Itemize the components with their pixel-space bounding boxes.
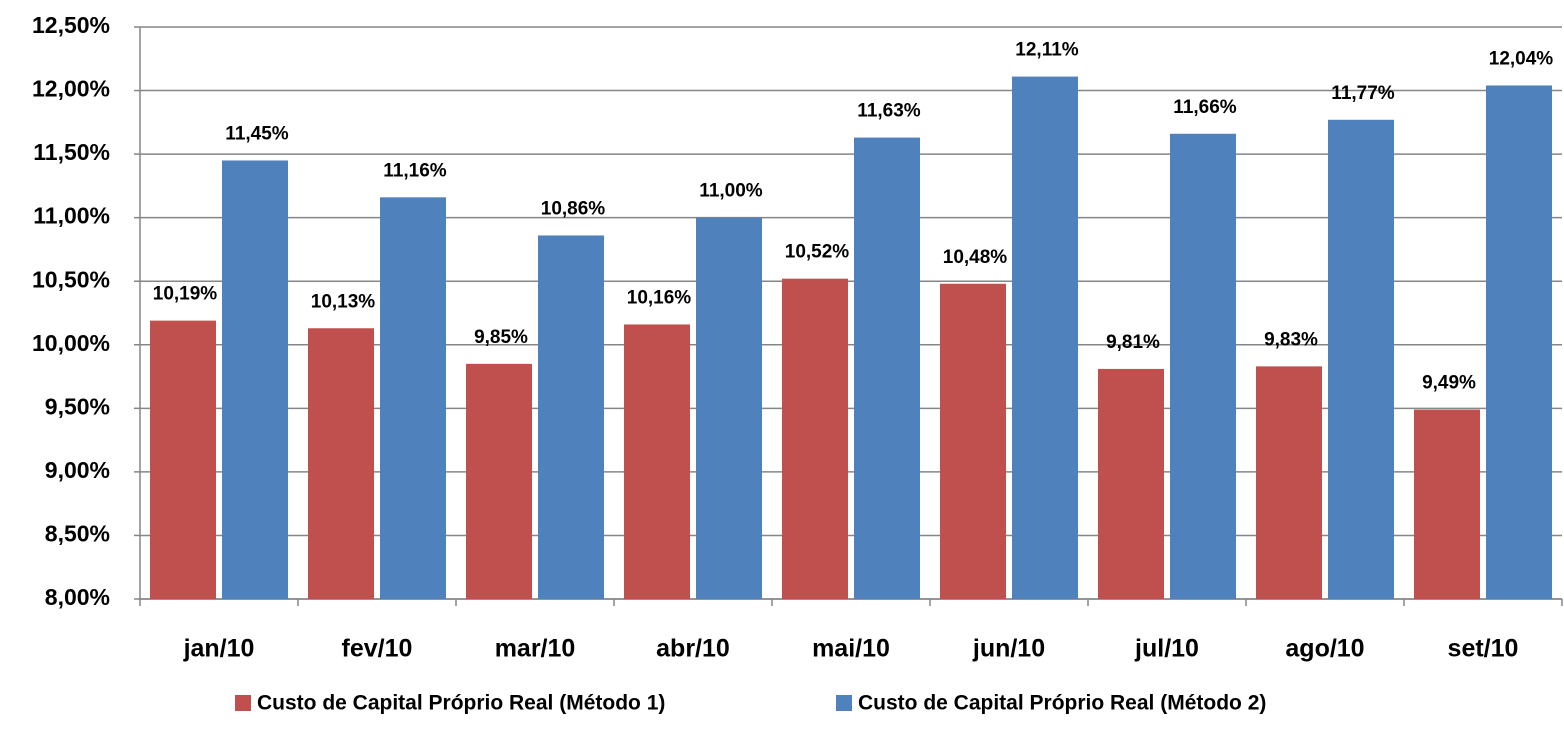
value-label: 11,77% [1331,83,1394,104]
value-label: 9,85% [474,327,528,348]
y-tick-label: 9,00% [45,457,110,483]
bar [1256,366,1322,599]
bar [380,197,446,599]
bar [538,235,604,599]
bar [1414,409,1480,599]
legend-swatch [235,695,251,711]
legend-label: Custo de Capital Próprio Real (Método 2) [858,692,1266,715]
value-label: 9,83% [1264,329,1318,350]
value-label: 10,86% [541,198,606,219]
value-label: 11,00% [699,181,762,202]
value-label: 12,04% [1489,48,1554,69]
x-tick-label: fev/10 [342,635,413,663]
bar [308,328,374,599]
bar [1486,85,1552,599]
value-label: 9,49% [1422,373,1476,394]
value-label: 11,45% [225,123,288,144]
value-label: 11,66% [1173,97,1236,118]
x-tick-label: jul/10 [1134,635,1199,663]
bar [1328,119,1394,600]
x-tick-label: ago/10 [1285,635,1364,663]
bar [696,217,762,599]
x-tick-label: mai/10 [812,635,890,663]
legend-swatch [836,695,852,711]
value-label: 10,16% [627,287,692,308]
value-label: 10,52% [785,242,850,263]
y-tick-label: 8,50% [45,521,110,547]
y-tick-label: 10,50% [32,266,110,292]
bar [466,363,532,599]
value-label: 10,48% [943,247,1008,268]
value-label: 12,11% [1015,40,1078,61]
bar [222,160,288,599]
value-label: 9,81% [1106,332,1160,353]
bar [854,137,920,599]
y-tick-label: 11,50% [33,139,110,165]
y-tick-label: 8,00% [45,584,110,610]
value-label: 10,13% [311,291,376,312]
y-tick-label: 12,00% [32,76,110,102]
value-label: 11,16% [383,160,446,181]
y-tick-label: 9,50% [45,393,110,419]
bar [1098,368,1164,599]
bar [940,283,1006,599]
y-tick-label: 11,00% [33,203,110,229]
legend-label: Custo de Capital Próprio Real (Método 1) [257,692,665,715]
bar [782,278,848,599]
value-label: 10,19% [153,284,218,305]
x-tick-label: set/10 [1448,635,1519,663]
bar [150,320,216,599]
x-tick-label: abr/10 [656,635,730,663]
y-tick-label: 10,00% [32,330,110,356]
bar [1170,133,1236,600]
x-tick-label: mar/10 [495,635,576,663]
value-label: 11,63% [857,101,920,122]
bar [624,324,690,599]
y-tick-label: 12,50% [32,12,110,38]
x-tick-label: jun/10 [972,635,1045,663]
x-tick-label: jan/10 [183,635,255,663]
bar [1012,76,1078,599]
